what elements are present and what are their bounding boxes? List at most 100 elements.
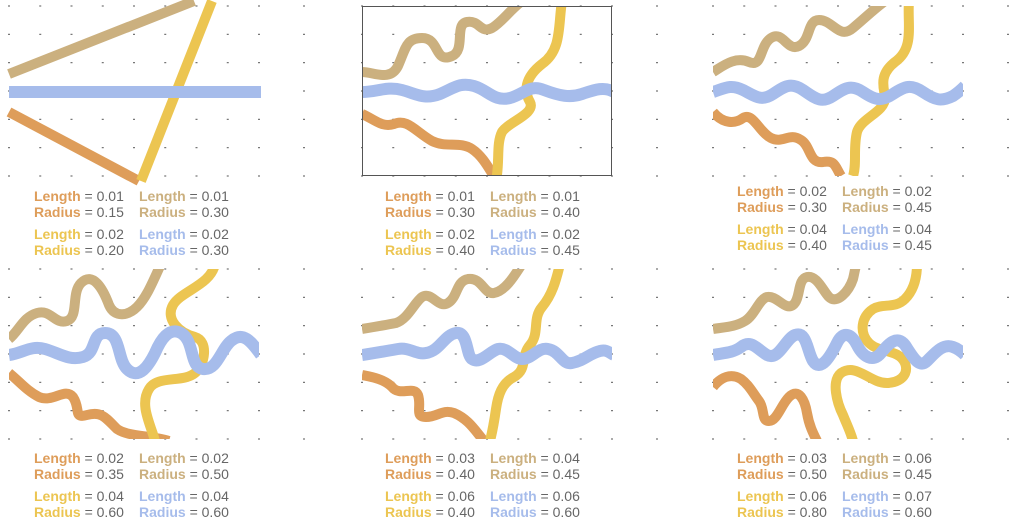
radius-key: Radius xyxy=(737,237,784,253)
panel-6-plot xyxy=(712,268,1009,440)
blue-curve xyxy=(713,328,963,371)
legend-entry-blue: Length = 0.04 Radius = 0.60 xyxy=(139,488,243,520)
tan-curve xyxy=(713,6,887,77)
legend-4: Length = 0.02 Radius = 0.35 Length = 0.0… xyxy=(34,450,264,524)
length-key: Length xyxy=(737,450,784,466)
length-key: Length xyxy=(842,450,889,466)
legend-entry-orange: Length = 0.01 Radius = 0.15 xyxy=(34,188,138,220)
length-value: = 0.04 xyxy=(189,488,229,504)
tan-curve xyxy=(7,0,196,79)
length-value: = 0.02 xyxy=(189,450,229,466)
legend-entry-orange: Length = 0.03 Radius = 0.40 xyxy=(385,450,489,482)
radius-key: Radius xyxy=(385,204,432,220)
radius-value: = 0.45 xyxy=(540,242,580,258)
length-key: Length xyxy=(385,188,432,204)
legend-entry-tan: Length = 0.01 Radius = 0.30 xyxy=(139,188,243,220)
legend-entry-yellow: Length = 0.02 Radius = 0.20 xyxy=(34,226,138,258)
panel-3-plot xyxy=(712,5,1009,177)
radius-value: = 0.30 xyxy=(787,199,827,215)
length-value: = 0.02 xyxy=(84,226,124,242)
radius-value: = 0.40 xyxy=(435,504,475,520)
length-key: Length xyxy=(34,450,81,466)
length-key: Length xyxy=(842,183,889,199)
radius-value: = 0.60 xyxy=(892,504,932,520)
radius-key: Radius xyxy=(737,504,784,520)
length-key: Length xyxy=(34,488,81,504)
length-key: Length xyxy=(490,450,537,466)
tan-curve xyxy=(362,269,525,334)
legend-entry-tan: Length = 0.06 Radius = 0.45 xyxy=(842,450,946,482)
radius-key: Radius xyxy=(490,504,537,520)
orange-curve xyxy=(9,369,171,439)
radius-value: = 0.45 xyxy=(540,466,580,482)
legend-entry-tan: Length = 0.04 Radius = 0.45 xyxy=(490,450,594,482)
legend-entry-orange: Length = 0.03 Radius = 0.50 xyxy=(737,450,841,482)
length-key: Length xyxy=(490,488,537,504)
legend-entry-tan: Length = 0.02 Radius = 0.50 xyxy=(139,450,243,482)
yellow-curve xyxy=(830,269,922,439)
legend-entry-blue: Length = 0.02 Radius = 0.30 xyxy=(139,226,243,258)
radius-key: Radius xyxy=(139,504,186,520)
tan-curve xyxy=(713,269,861,334)
radius-key: Radius xyxy=(139,466,186,482)
length-key: Length xyxy=(139,488,186,504)
panel-2 xyxy=(361,5,658,177)
legend-2: Length = 0.01 Radius = 0.30 Length = 0.0… xyxy=(385,188,615,262)
length-value: = 0.03 xyxy=(435,450,475,466)
panel-border xyxy=(362,6,612,176)
length-key: Length xyxy=(490,226,537,242)
legend-entry-yellow: Length = 0.06 Radius = 0.80 xyxy=(737,488,841,520)
orange-curve xyxy=(362,109,500,176)
length-key: Length xyxy=(139,188,186,204)
radius-value: = 0.45 xyxy=(892,466,932,482)
radius-value: = 0.15 xyxy=(84,204,124,220)
legend-entry-blue: Length = 0.06 Radius = 0.60 xyxy=(490,488,594,520)
radius-key: Radius xyxy=(139,242,186,258)
radius-value: = 0.60 xyxy=(84,504,124,520)
panel-4 xyxy=(8,268,305,440)
length-key: Length xyxy=(842,221,889,237)
length-value: = 0.02 xyxy=(787,183,827,199)
blue-curve xyxy=(362,78,612,105)
length-value: = 0.01 xyxy=(540,188,580,204)
radius-key: Radius xyxy=(385,242,432,258)
length-key: Length xyxy=(385,488,432,504)
length-value: = 0.06 xyxy=(892,450,932,466)
radius-key: Radius xyxy=(490,242,537,258)
blue-curve xyxy=(713,79,963,106)
radius-value: = 0.45 xyxy=(892,199,932,215)
length-value: = 0.07 xyxy=(892,488,932,504)
radius-value: = 0.30 xyxy=(189,242,229,258)
length-key: Length xyxy=(139,226,186,242)
panel-6 xyxy=(712,268,1009,440)
length-value: = 0.06 xyxy=(540,488,580,504)
length-value: = 0.01 xyxy=(435,188,475,204)
length-value: = 0.04 xyxy=(892,221,932,237)
tan-curve xyxy=(9,269,165,343)
length-value: = 0.02 xyxy=(892,183,932,199)
radius-value: = 0.45 xyxy=(892,237,932,253)
legend-entry-yellow: Length = 0.04 Radius = 0.40 xyxy=(737,221,841,253)
radius-key: Radius xyxy=(842,237,889,253)
legend-entry-tan: Length = 0.01 Radius = 0.40 xyxy=(490,188,594,220)
length-value: = 0.01 xyxy=(84,188,124,204)
orange-curve xyxy=(713,108,846,176)
length-value: = 0.02 xyxy=(540,226,580,242)
length-key: Length xyxy=(34,226,81,242)
blue-curve xyxy=(9,325,259,380)
radius-value: = 0.80 xyxy=(787,504,827,520)
radius-key: Radius xyxy=(385,466,432,482)
orange-curve xyxy=(362,370,488,439)
radius-value: = 0.35 xyxy=(84,466,124,482)
legend-5: Length = 0.03 Radius = 0.40 Length = 0.0… xyxy=(385,450,615,524)
radius-key: Radius xyxy=(842,199,889,215)
radius-key: Radius xyxy=(490,466,537,482)
length-key: Length xyxy=(139,450,186,466)
radius-key: Radius xyxy=(385,504,432,520)
legend-entry-orange: Length = 0.01 Radius = 0.30 xyxy=(385,188,489,220)
legend-6: Length = 0.03 Radius = 0.50 Length = 0.0… xyxy=(737,450,967,524)
panel-5-plot xyxy=(361,268,658,440)
length-value: = 0.03 xyxy=(787,450,827,466)
legend-3: Length = 0.02 Radius = 0.30 Length = 0.0… xyxy=(737,183,967,257)
